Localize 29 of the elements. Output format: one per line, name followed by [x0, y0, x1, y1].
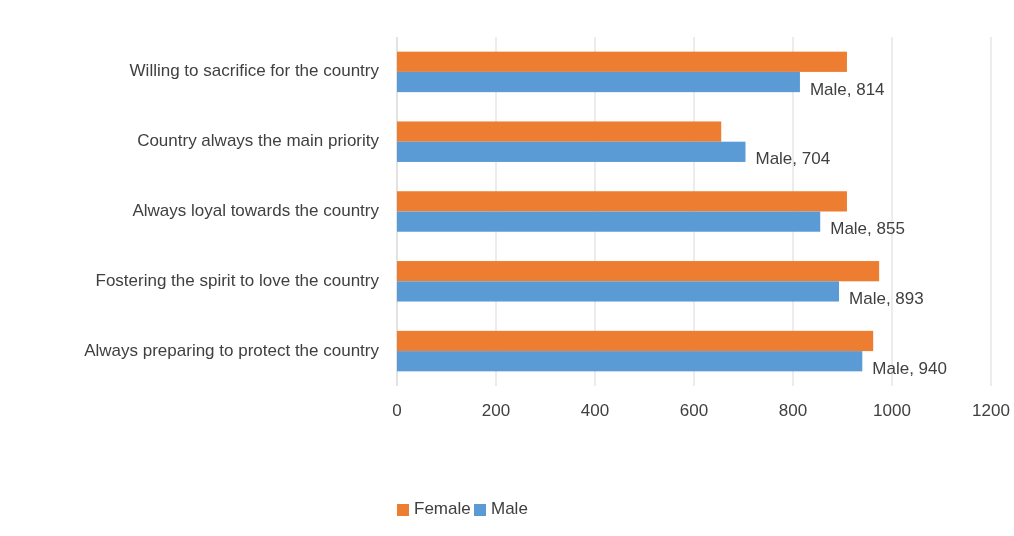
- bar: [397, 51, 847, 72]
- y-tick-label: Fostering the spirit to love the country: [95, 270, 380, 290]
- x-tick-label: 400: [580, 401, 610, 421]
- y-tick-label: Always preparing to protect the country: [84, 340, 380, 360]
- x-tick-label: 800: [778, 401, 808, 421]
- bar: [397, 191, 847, 212]
- x-tick-label: 1000: [873, 401, 911, 421]
- bar: [397, 351, 863, 372]
- bar: [397, 330, 874, 352]
- bar: [397, 211, 821, 232]
- legend-label: Female: [414, 499, 471, 519]
- data-label: Male, 893: [849, 288, 924, 308]
- x-tick-label: 600: [679, 401, 709, 421]
- x-tick-label: 1200: [972, 401, 1010, 421]
- data-label: Male, 814: [809, 79, 885, 99]
- bar: [397, 261, 880, 282]
- bar: [397, 121, 722, 142]
- data-label: Male, 704: [755, 149, 831, 169]
- x-tick-label: 0: [392, 401, 402, 421]
- bar: [397, 71, 800, 93]
- data-label: Male, 940: [872, 358, 947, 378]
- y-tick-label: Always loyal towards the country: [132, 200, 380, 220]
- y-tick-label: Willing to sacrifice for the country: [129, 61, 380, 81]
- bar: [397, 141, 746, 162]
- bar: [397, 281, 840, 302]
- data-label: Male, 855: [830, 219, 905, 239]
- y-tick-label: Country always the main priority: [137, 131, 380, 151]
- x-tick-label: 200: [481, 401, 511, 421]
- legend-label: Male: [491, 499, 528, 519]
